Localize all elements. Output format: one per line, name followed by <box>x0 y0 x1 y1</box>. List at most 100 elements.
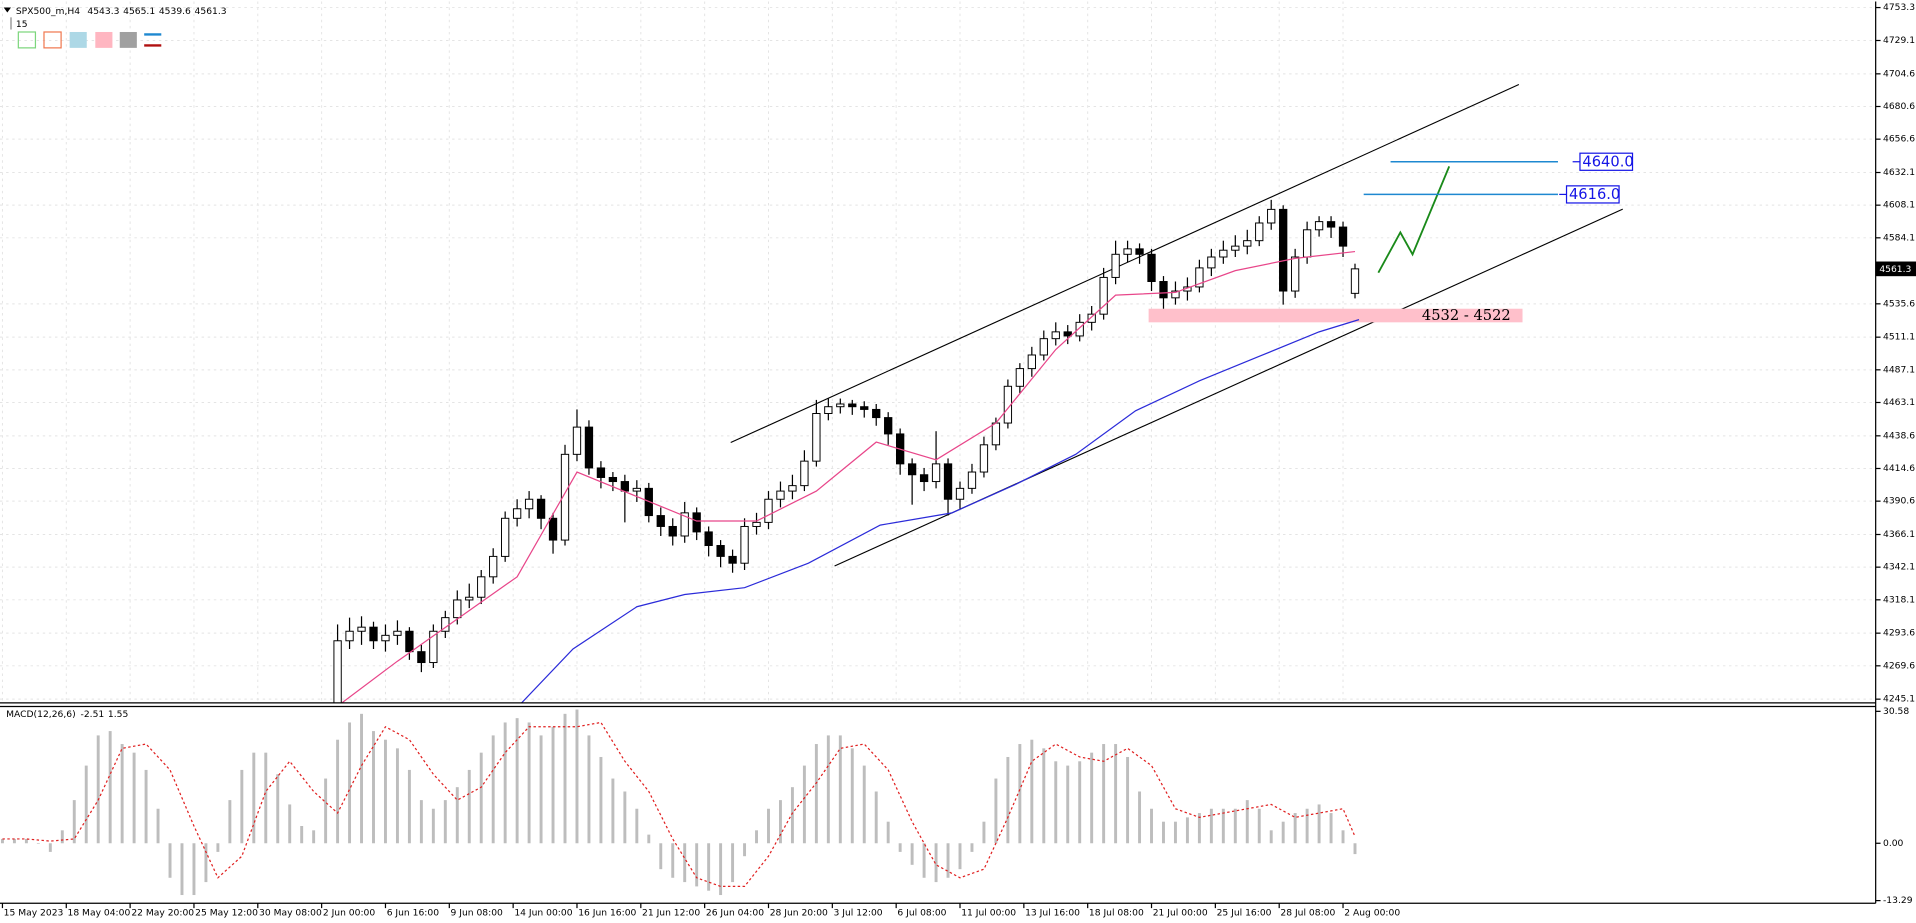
macd-bar <box>982 821 986 844</box>
macd-bar <box>838 735 842 844</box>
candle-body <box>824 406 833 415</box>
candle-body <box>1290 256 1300 292</box>
macd-bar <box>1018 744 1022 844</box>
candle-body <box>1015 368 1025 387</box>
y2-tick-label: 30.58 <box>1883 706 1909 717</box>
tool-icon[interactable] <box>43 31 62 49</box>
macd-bar <box>790 787 794 844</box>
macd-bar <box>1126 756 1130 844</box>
candle-body <box>1063 331 1072 337</box>
macd-bar <box>1293 813 1297 844</box>
macd-bar <box>96 735 100 844</box>
candle-body <box>704 531 713 547</box>
macd-bar <box>1006 756 1010 844</box>
candle-body <box>429 630 438 664</box>
target-label: 4640.0 <box>1582 153 1633 170</box>
macd-bar <box>36 843 40 844</box>
macd-bar <box>360 713 363 844</box>
candle-body <box>1231 245 1240 251</box>
macd-bar <box>826 735 830 844</box>
macd-bar <box>755 830 758 844</box>
y-tick-label: 4414.6 <box>1883 463 1915 474</box>
candle-body <box>1111 253 1120 278</box>
tool-icon[interactable] <box>17 31 37 49</box>
x-tick-label: 9 Jun 08:00 <box>451 908 504 919</box>
candle-body <box>1171 290 1180 299</box>
candle-body <box>501 517 510 557</box>
y-tick-label: 4438.6 <box>1883 430 1915 441</box>
collapse-icon[interactable] <box>3 7 11 13</box>
macd-bar <box>395 748 399 844</box>
macd-bar <box>1257 808 1261 844</box>
macd-bar <box>862 765 866 844</box>
candle-body <box>680 512 689 537</box>
candle-body <box>656 515 665 527</box>
macd-bar <box>1329 813 1333 844</box>
macd-bar <box>431 808 435 844</box>
target-label-box <box>1579 152 1634 171</box>
macd-bar <box>384 739 387 844</box>
candle-body <box>943 463 953 500</box>
candle-body <box>955 487 965 500</box>
macd-bar <box>1102 744 1106 844</box>
tool-icon[interactable] <box>95 31 113 48</box>
y-tick-label: 4753.3 <box>1883 2 1915 13</box>
candle-body <box>453 599 462 619</box>
candle-body <box>1267 208 1276 224</box>
macd-bar <box>204 843 208 883</box>
macd-bar <box>216 843 220 852</box>
macd-bar <box>336 739 340 844</box>
candle-body <box>1027 354 1036 370</box>
candle-body <box>512 508 522 519</box>
candle-body <box>1075 321 1084 337</box>
macd-bar <box>1245 800 1249 844</box>
candle-body <box>800 460 809 487</box>
candle-body <box>632 487 641 492</box>
candle-body <box>788 485 797 492</box>
y-tick-label: 4704.6 <box>1883 68 1915 79</box>
macd-bar <box>551 726 555 844</box>
macd-bar <box>515 718 519 844</box>
candle-body <box>369 626 378 642</box>
candle-body <box>1350 268 1360 294</box>
candle-body <box>548 517 558 541</box>
tool-icon[interactable] <box>69 31 87 48</box>
macd-bar <box>1317 804 1321 844</box>
macd-bar <box>479 752 483 844</box>
macd-bar <box>48 843 52 852</box>
macd-bar <box>24 838 28 844</box>
period-box[interactable]: 15 <box>16 19 28 30</box>
macd-bar <box>1281 821 1285 844</box>
macd-bar <box>252 752 256 844</box>
zone-label: 4532 - 4522 <box>1422 307 1511 324</box>
macd-bar <box>144 769 148 844</box>
macd-bar <box>240 769 244 844</box>
y-tick-label: 4463.1 <box>1883 397 1915 408</box>
macd-bar <box>946 843 950 878</box>
macd-bar <box>575 709 579 844</box>
macd-bar <box>264 752 268 844</box>
y-tick-label: 4656.6 <box>1883 134 1915 145</box>
candle-body <box>668 525 677 537</box>
macd-panel <box>0 709 1357 896</box>
x-tick-label: 25 May 12:00 <box>195 908 258 919</box>
macd-bar <box>60 830 64 844</box>
candle-body <box>1099 276 1108 315</box>
price-panel: 4640.0 4616.0 4532 - 4522 <box>333 84 1634 703</box>
y-tick-label: 4680.6 <box>1883 101 1915 112</box>
macd-bar <box>719 843 723 896</box>
macd-bar <box>767 808 770 844</box>
candle-body <box>405 630 414 653</box>
y-tick-label: 4366.1 <box>1883 529 1915 540</box>
candle-body <box>357 626 366 632</box>
candle-body <box>1123 248 1132 255</box>
macd-bar <box>635 808 639 844</box>
macd-bar <box>886 821 890 844</box>
macd-bar <box>527 722 531 844</box>
tool-icon[interactable] <box>119 31 137 48</box>
candle-body <box>919 474 929 483</box>
chart-title: SPX500_m,H4 4543.3 4565.1 4539.6 4561.3 <box>16 6 227 17</box>
y-tick-label: 4245.1 <box>1883 694 1915 705</box>
candle-body <box>477 576 486 598</box>
macd-bar <box>1305 808 1309 844</box>
